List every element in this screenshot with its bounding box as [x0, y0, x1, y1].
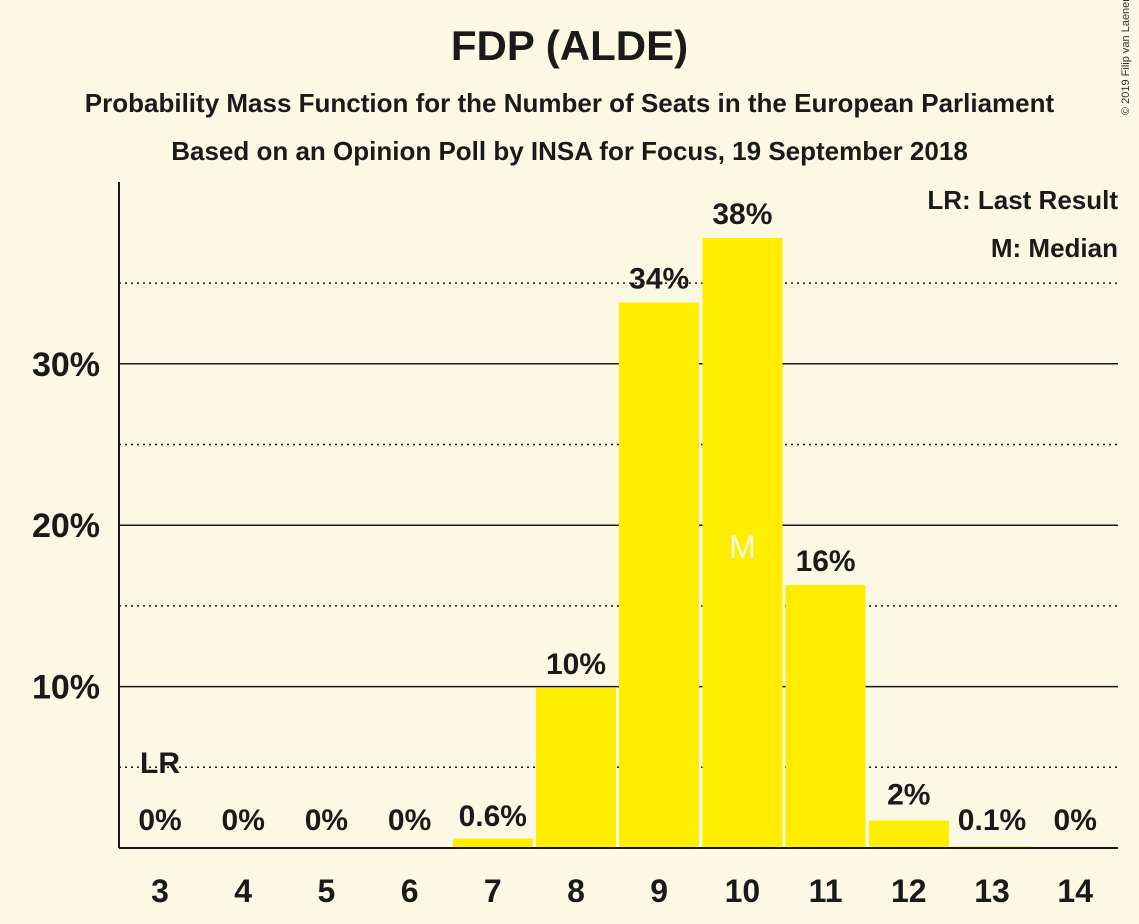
data-labels: 0% LR 0% 0% 0% 0.6% 10% 34% 38% M 16% 2% 0.1% 0% [138, 198, 1097, 837]
data-label-seats-8: 10% [546, 648, 606, 681]
data-label-seats-14: 0% [1054, 804, 1097, 837]
bar-seats-11 [785, 584, 866, 848]
x-tick-label: 5 [318, 873, 336, 909]
data-label-seats-13: 0.1% [958, 804, 1026, 837]
bars [452, 237, 1032, 848]
x-tick-label: 12 [891, 873, 927, 909]
last-result-marker: LR [140, 747, 180, 780]
x-tick-label: 8 [567, 873, 585, 909]
bar-seats-12 [868, 820, 949, 848]
data-label-seats-12: 2% [887, 779, 930, 812]
bar-seats-7 [452, 838, 533, 848]
x-tick-label: 11 [809, 873, 843, 909]
bar-seats-9 [619, 302, 700, 848]
data-label-seats-5: 0% [305, 804, 348, 837]
chart-title: FDP (ALDE) [450, 22, 689, 69]
legend-last-result: LR: Last Result [927, 185, 1118, 215]
x-tick-label: 13 [974, 873, 1010, 909]
data-label-seats-10: 38% [712, 198, 772, 231]
data-label-seats-4: 0% [222, 804, 265, 837]
median-marker: M [729, 529, 756, 565]
chart-subtitle: Probability Mass Function for the Number… [84, 88, 1055, 118]
legend-median: M: Median [991, 233, 1118, 263]
x-tick-label: 7 [484, 873, 502, 909]
x-tick-label: 4 [234, 873, 252, 909]
bar-seats-8 [536, 688, 616, 848]
x-tick-label: 6 [401, 873, 419, 909]
chart-source-line: Based on an Opinion Poll by INSA for Foc… [171, 136, 968, 166]
data-label-seats-3: 0% [138, 804, 181, 837]
y-tick-label: 20% [32, 507, 100, 545]
y-tick-label: 30% [32, 346, 100, 384]
x-tick-label: 3 [151, 873, 169, 909]
bar-seats-10 [702, 237, 783, 848]
data-label-seats-6: 0% [388, 804, 431, 837]
x-tick-label: 14 [1057, 873, 1093, 909]
x-tick-label: 10 [725, 873, 761, 909]
data-label-seats-11: 16% [796, 545, 856, 578]
data-label-seats-9: 34% [629, 262, 689, 295]
gridlines: 10% 20% 30% [32, 282, 1118, 769]
axes: 3 4 5 6 7 8 9 10 11 12 13 14 [118, 182, 1118, 909]
x-tick-label: 9 [650, 873, 668, 909]
data-label-seats-7: 0.6% [459, 800, 527, 833]
y-tick-label: 10% [32, 669, 100, 707]
